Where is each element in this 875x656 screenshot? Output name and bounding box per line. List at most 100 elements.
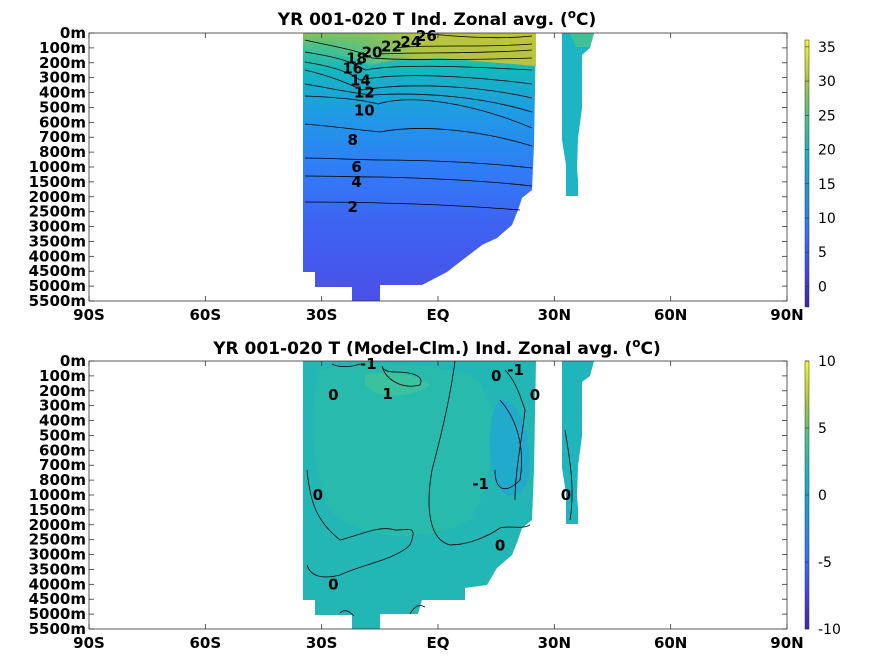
y-tick-label: 800m — [39, 471, 86, 489]
x-tick-label: 30S — [306, 306, 338, 324]
contour-2 — [304, 201, 521, 211]
contour-22 — [379, 49, 533, 55]
x-tick-label: 60N — [654, 306, 687, 324]
contour-neg1-top — [331, 363, 361, 368]
colorbar-tick-label: 30 — [818, 74, 836, 90]
contour-label: 0 — [328, 386, 338, 404]
x-tick-label: 60S — [189, 306, 221, 324]
contour-20 — [304, 39, 533, 60]
contour-label: 20 — [362, 43, 383, 61]
colorbar-tick-label: 10 — [818, 211, 836, 227]
y-tick-label: 1000m — [29, 158, 86, 176]
panel-2-y-ticks: 0m100m200m300m400m500m600m700m800m1000m1… — [29, 352, 787, 638]
contour-label: 12 — [354, 84, 375, 102]
contour-label: 18 — [346, 49, 367, 67]
anomaly-positive-area — [313, 363, 493, 537]
x-tick-label: 60S — [189, 634, 221, 652]
y-tick-label: 600m — [39, 113, 86, 131]
contour-neg1-north — [494, 399, 522, 490]
contour-bottom-2 — [409, 605, 426, 615]
contour-14 — [304, 69, 533, 99]
panel-1-contours — [304, 32, 533, 211]
contour-10 — [304, 95, 533, 129]
contour-26 — [419, 32, 533, 39]
contour-label: 2 — [347, 198, 357, 216]
panel-1-x-ticks: 90S 60S 30S EQ 30N 60N 90N — [73, 33, 804, 324]
contour-label: 10 — [354, 101, 375, 119]
y-tick-label: 0m — [60, 24, 86, 42]
panel-1-colorbar-ticks: 0 5 10 15 20 25 30 35 — [805, 40, 836, 295]
x-tick-label: 90N — [770, 634, 803, 652]
y-tick-label: 4500m — [29, 590, 86, 608]
contour-label: 16 — [342, 60, 363, 78]
x-tick-label: 90S — [73, 306, 105, 324]
colorbar-tick-label: 5 — [818, 245, 827, 261]
x-tick-label: 30S — [306, 634, 338, 652]
contour-label: 6 — [351, 158, 361, 176]
y-tick-label: 1500m — [29, 173, 86, 191]
x-tick-label: 90N — [770, 306, 803, 324]
contour-0-deep — [306, 529, 414, 578]
y-tick-label: 5000m — [29, 277, 86, 295]
anomaly-warm-patch — [365, 372, 430, 396]
panel-2-x-ticks: 90S 60S 30S EQ 30N 60N 90N — [73, 361, 804, 652]
contour-0-central — [428, 360, 531, 546]
contour-label: 1 — [382, 385, 392, 403]
contour-16 — [304, 61, 533, 85]
colorbar-tick-label: -10 — [818, 622, 841, 638]
x-tick-label: 60N — [654, 634, 687, 652]
y-tick-label: 2500m — [29, 531, 86, 549]
y-tick-label: 700m — [39, 128, 86, 146]
contour-label: -1 — [472, 475, 489, 493]
contour-0-north — [504, 369, 526, 501]
panel-2-contours — [306, 360, 573, 617]
colorbar-tick-label: 10 — [818, 354, 836, 370]
y-tick-label: 100m — [39, 39, 86, 57]
colorbar-tick-label: 25 — [818, 108, 836, 124]
contour-8 — [304, 123, 533, 147]
y-tick-label: 300m — [39, 397, 86, 415]
contour-24 — [394, 43, 533, 49]
colorbar-tick-label: 20 — [818, 143, 836, 159]
y-tick-label: 200m — [39, 382, 86, 400]
contour-label: 0 — [328, 575, 338, 593]
y-tick-label: 600m — [39, 441, 86, 459]
contour-label: -1 — [507, 361, 524, 379]
y-tick-label: 400m — [39, 84, 86, 102]
y-tick-label: 1000m — [29, 486, 86, 504]
y-tick-label: 5500m — [29, 620, 86, 638]
temperature-north-strip — [560, 33, 594, 196]
contour-bottom — [339, 610, 355, 617]
y-tick-label: 1500m — [29, 501, 86, 519]
contour-label: 0 — [491, 367, 501, 385]
contour-label: 0 — [313, 486, 323, 504]
panel-1-title: YR 001-020 T Ind. Zonal avg. (oC) — [277, 7, 596, 30]
y-tick-label: 2000m — [29, 516, 86, 534]
x-tick-label: 90S — [73, 634, 105, 652]
panel-2-title: YR 001-020 T (Model-Clm.) Ind. Zonal avg… — [212, 336, 661, 359]
contour-1 — [381, 365, 422, 387]
y-tick-label: 5000m — [29, 605, 86, 623]
colorbar-tick-label: 35 — [818, 40, 836, 56]
panel-2-ocean-field — [303, 361, 594, 629]
x-tick-label: EQ — [427, 634, 450, 652]
contour-4 — [304, 175, 533, 187]
y-tick-label: 400m — [39, 412, 86, 430]
contour-label: 22 — [381, 37, 402, 55]
anomaly-north-strip — [560, 361, 594, 524]
anomaly-negative-area — [489, 400, 530, 497]
north-strip-surface — [560, 33, 594, 47]
y-tick-label: 3500m — [29, 560, 86, 578]
y-tick-label: 800m — [39, 143, 86, 161]
y-tick-label: 3000m — [29, 546, 86, 564]
colorbar-tick-label: 0 — [818, 488, 827, 504]
contour-label: 24 — [400, 33, 421, 51]
colorbar-tick-label: 5 — [818, 421, 827, 437]
y-tick-label: 4000m — [29, 575, 86, 593]
y-tick-label: 2000m — [29, 188, 86, 206]
contour-0-south — [306, 469, 396, 541]
contour-label: 0 — [495, 537, 505, 555]
colorbar-tick-label: 0 — [818, 279, 827, 295]
contour-label: 8 — [347, 131, 357, 149]
